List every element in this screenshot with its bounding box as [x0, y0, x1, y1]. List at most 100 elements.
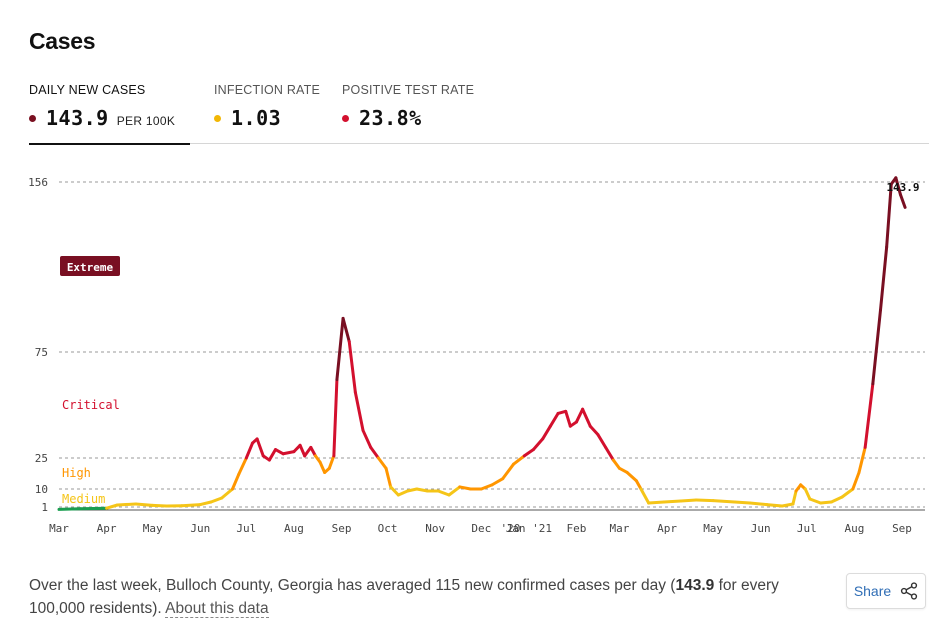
tab-daily-new-cases[interactable]: DAILY NEW CASES 143.9 PER 100K [29, 81, 190, 145]
y-tick-label: 10 [35, 483, 48, 496]
line-segment [840, 487, 855, 499]
x-tick-label: Mar [610, 522, 630, 535]
line-segment [309, 445, 317, 458]
x-tick-label: Apr [657, 522, 677, 535]
x-tick-label: Mar [49, 522, 69, 535]
page-title: Cases [29, 28, 96, 54]
x-tick-label: Oct [378, 522, 398, 535]
summary-value: 143.9 [675, 577, 715, 594]
about-data-link[interactable]: About this data [165, 600, 269, 618]
line-segment [548, 411, 560, 428]
line-segment [501, 462, 516, 481]
line-segment [231, 473, 241, 491]
line-segment [479, 483, 494, 491]
line-segment [588, 424, 600, 437]
line-segment [327, 454, 336, 470]
y-tick-label: 1 [41, 501, 48, 514]
x-tick-label: Sep [332, 522, 352, 535]
x-tick-label: Aug [284, 522, 304, 535]
tab-positive-test-rate[interactable]: POSITIVE TEST RATE 23.8% [342, 81, 492, 143]
line-segment [531, 437, 545, 452]
line-segment [376, 456, 388, 470]
x-tick-label: Jul [797, 522, 817, 535]
line-segment [863, 382, 875, 449]
zone-label-bg [60, 256, 120, 276]
line-segment [898, 193, 907, 209]
line-segment [894, 176, 902, 197]
line-segment [851, 470, 861, 491]
line-segment [281, 450, 296, 456]
share-icon [901, 582, 918, 600]
line-segment [244, 441, 254, 460]
x-tick-label: May [703, 522, 723, 535]
line-segment [581, 407, 592, 428]
x-tick-label: Apr [97, 522, 117, 535]
line-segment [341, 316, 351, 344]
line-segment [335, 316, 345, 382]
line-segment [679, 498, 698, 503]
line-segment [447, 485, 462, 497]
line-segment [209, 496, 224, 504]
line-segment [733, 500, 752, 505]
line-segment [151, 503, 168, 508]
line-segment [298, 443, 307, 458]
line-segment [115, 502, 138, 507]
line-segment [625, 470, 638, 483]
line-segment [857, 445, 867, 474]
summary-text-before: Over the last week, Bulloch County, Geor… [29, 577, 676, 594]
line-segment [303, 445, 313, 458]
line-segment [819, 500, 833, 505]
x-tick-label: Jun [751, 522, 771, 535]
line-segment [369, 445, 380, 460]
line-segment [406, 487, 419, 493]
tab-label: POSITIVE TEST RATE [342, 83, 475, 97]
line-segment [267, 448, 278, 462]
x-tick-label: Sep [892, 522, 912, 535]
x-tick-label: '20 [501, 522, 521, 535]
tab-value: 1.03 [231, 106, 282, 130]
line-segment [389, 485, 400, 497]
line-segment [564, 409, 572, 428]
y-tick-label: 75 [35, 346, 48, 359]
x-tick-label: Dec [471, 522, 491, 535]
line-segment [611, 458, 621, 470]
metric-tabs: DAILY NEW CASES 143.9 PER 100K INFECTION… [29, 81, 929, 145]
zone-label-extreme: Extreme [67, 261, 114, 274]
line-segment [829, 495, 844, 504]
tab-value: 143.9 [46, 106, 109, 130]
line-segment [198, 500, 213, 507]
tab-label: DAILY NEW CASES [29, 83, 146, 97]
line-segment [647, 500, 666, 505]
line-segment [522, 448, 535, 458]
line-segment [871, 308, 883, 386]
tab-unit: PER 100K [116, 114, 176, 128]
series-dot-icon [342, 115, 349, 122]
line-segment [180, 503, 202, 508]
zone-label-medium: Medium [62, 492, 105, 506]
line-segment [694, 498, 715, 503]
line-segment [332, 378, 339, 458]
line-segment [78, 506, 109, 511]
line-segment [436, 489, 451, 497]
x-tick-label: Aug [844, 522, 864, 535]
line-segment [879, 245, 889, 312]
line-segment [791, 489, 798, 506]
line-segment [255, 437, 265, 458]
line-segment [634, 479, 643, 491]
line-segment [885, 182, 893, 249]
line-segment [662, 499, 683, 504]
line-segment [396, 489, 410, 497]
line-segment [353, 390, 365, 432]
tab-infection-rate[interactable]: INFECTION RATE 1.03 [214, 81, 334, 143]
y-tick-label: 156 [28, 176, 48, 189]
last-value-label: 143.9 [886, 181, 919, 194]
x-tick-label: Nov [425, 522, 445, 535]
line-segment [347, 340, 357, 394]
x-tick-label: Jun [190, 522, 210, 535]
share-label: Share [853, 583, 892, 599]
share-button[interactable]: Share [846, 573, 926, 609]
line-segment [220, 487, 235, 500]
line-segment [780, 502, 795, 508]
line-segment [808, 497, 823, 505]
tab-label: INFECTION RATE [214, 83, 321, 97]
